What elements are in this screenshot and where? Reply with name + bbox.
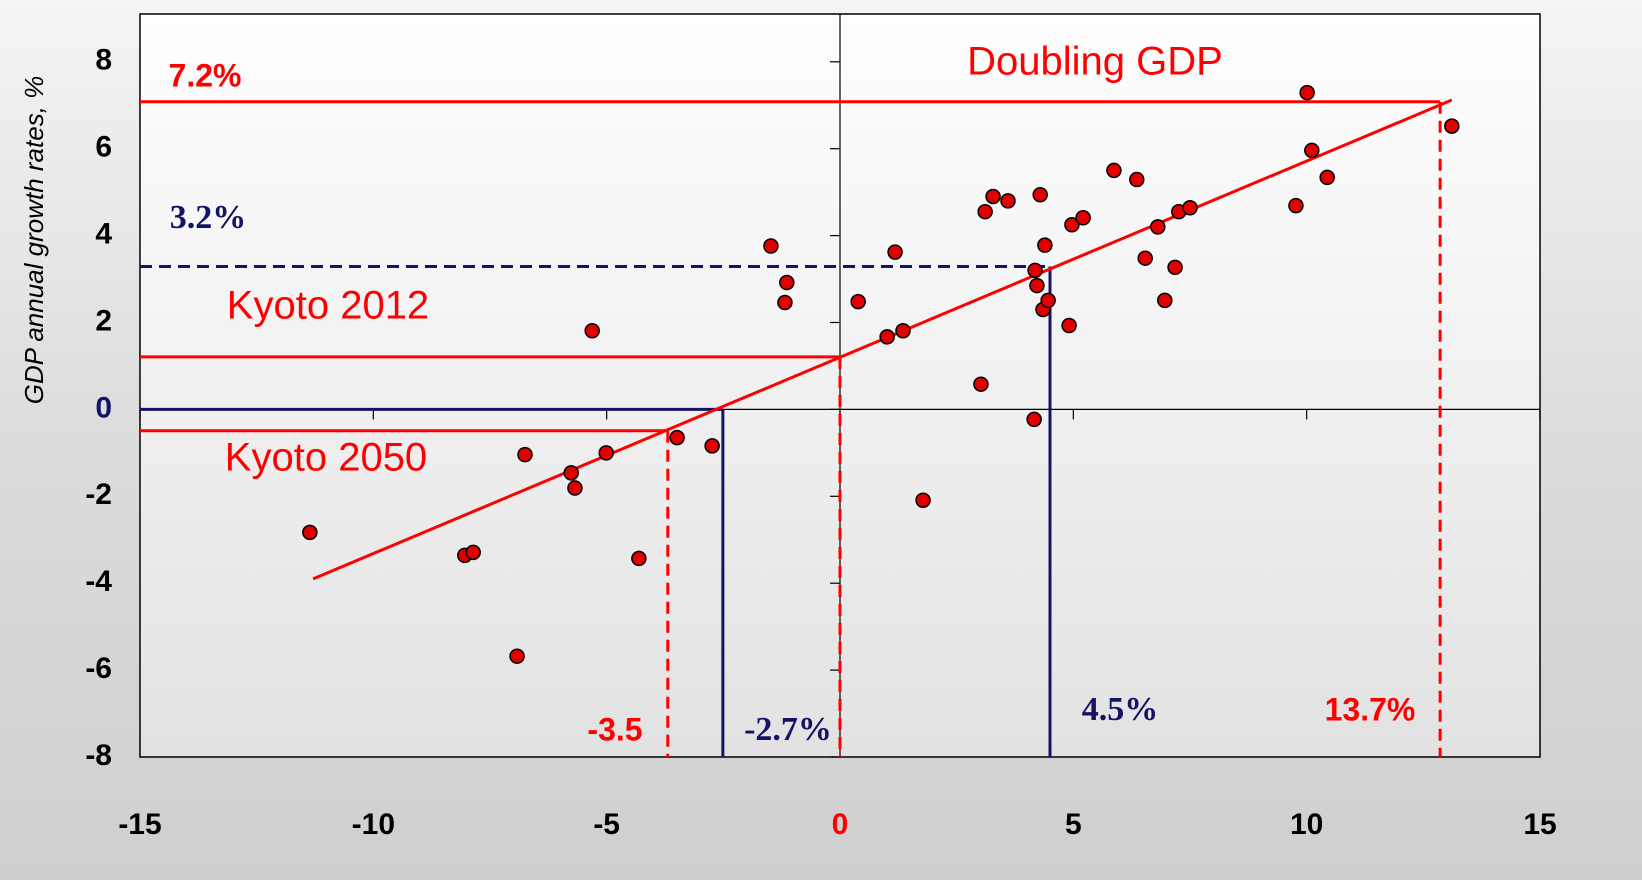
annotation: Doubling GDP	[967, 40, 1223, 84]
point	[1157, 292, 1173, 309]
point	[1000, 193, 1016, 209]
point	[1037, 237, 1053, 253]
x-tick-label: 15	[1523, 808, 1556, 841]
x-tick-label: 10	[1290, 808, 1323, 841]
annotation: -2.7%	[744, 711, 832, 748]
y-tick-label: 0	[95, 391, 112, 424]
annotation: 7.2%	[169, 57, 242, 93]
point	[302, 524, 318, 541]
point	[567, 480, 583, 496]
annotation: 3.2%	[170, 199, 247, 236]
annotation: 13.7%	[1325, 691, 1416, 727]
point	[977, 203, 993, 220]
point	[1167, 259, 1183, 276]
y-tick-label: -4	[85, 565, 112, 598]
point	[1029, 277, 1045, 294]
point	[1444, 118, 1460, 134]
point	[631, 550, 647, 567]
point	[1304, 142, 1320, 159]
point	[517, 446, 533, 463]
point	[879, 329, 895, 345]
point	[1032, 187, 1048, 203]
annotation: 4.5%	[1082, 691, 1159, 728]
point	[598, 445, 614, 461]
point	[584, 323, 600, 339]
point	[779, 274, 795, 291]
point	[887, 244, 903, 260]
point	[1129, 171, 1145, 188]
point	[1182, 200, 1198, 216]
y-tick-label: 2	[95, 304, 112, 337]
y-tick-label: 4	[95, 218, 112, 251]
point	[1040, 292, 1056, 309]
y-tick-label: -8	[85, 739, 112, 772]
point	[763, 238, 779, 254]
x-tick-label: -5	[593, 808, 620, 841]
point	[1106, 162, 1122, 179]
point	[465, 544, 481, 561]
y-tick-label: 8	[95, 44, 112, 77]
point	[1027, 262, 1043, 279]
point	[895, 323, 911, 339]
y-tick-label: -6	[85, 652, 112, 685]
point	[1064, 216, 1080, 233]
y-axis-label: GDP annual growth rates, %	[19, 76, 49, 405]
point	[509, 648, 525, 664]
annotation: Kyoto 2050	[225, 436, 427, 480]
y-tick-label: -2	[85, 478, 112, 511]
annotation: Kyoto 2012	[227, 284, 429, 328]
x-tick-label: -10	[352, 808, 395, 841]
point	[1288, 197, 1304, 214]
point	[563, 465, 579, 481]
point	[777, 294, 793, 311]
point	[1137, 250, 1153, 266]
x-tick-label: -15	[118, 808, 161, 841]
point	[1061, 317, 1077, 334]
point	[915, 492, 931, 508]
y-tick-label: 6	[95, 131, 112, 164]
point	[1026, 411, 1042, 428]
point	[1075, 210, 1091, 226]
point	[1319, 169, 1335, 186]
point	[1150, 219, 1166, 235]
annotation: -3.5	[587, 711, 642, 747]
point	[1299, 84, 1315, 101]
point	[669, 429, 685, 446]
point	[985, 188, 1001, 205]
x-tick-label: 5	[1065, 808, 1082, 841]
point	[704, 438, 720, 454]
point	[973, 376, 989, 392]
x-tick-label: 0	[832, 808, 849, 841]
point	[850, 293, 866, 310]
